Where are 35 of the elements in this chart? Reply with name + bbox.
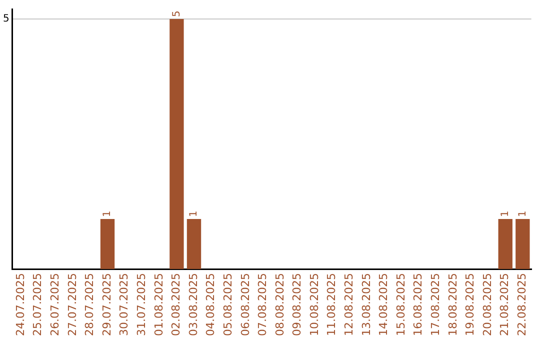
x-tick-label: 04.08.2025 (204, 273, 218, 336)
x-tick-label: 08.08.2025 (273, 273, 286, 336)
x-tick-label: 17.08.2025 (429, 273, 442, 336)
x-tick-label: 06.08.2025 (238, 273, 252, 336)
data-label: 1 (517, 210, 528, 218)
x-tick-label: 18.08.2025 (446, 273, 460, 336)
x-tick-label: 10.08.2025 (308, 273, 321, 336)
x-tick-label: 21.08.2025 (498, 273, 512, 336)
data-label: 5 (171, 10, 182, 17)
x-tick-label: 31.07.2025 (134, 273, 148, 336)
x-tick-label: 15.08.2025 (394, 273, 408, 336)
x-tick-label: 05.08.2025 (221, 273, 234, 336)
x-tick-label: 11.08.2025 (325, 273, 338, 336)
x-tick-label: 14.08.2025 (377, 273, 390, 336)
x-tick-label: 02.08.2025 (170, 273, 183, 336)
x-tick-label: 16.08.2025 (412, 273, 425, 336)
x-tick-label: 29.07.2025 (100, 273, 114, 336)
x-tick-label: 12.08.2025 (342, 273, 356, 336)
x-tick-label: 27.07.2025 (66, 273, 79, 336)
x-tick-label: 13.08.2025 (360, 273, 373, 336)
data-label: 1 (500, 210, 511, 218)
x-tick-label: 19.08.2025 (464, 273, 477, 336)
x-tick-label: 09.08.2025 (290, 273, 304, 336)
x-tick-label: 22.08.2025 (516, 273, 529, 336)
x-tick-label: 24.07.2025 (14, 273, 27, 336)
x-tick-label: 07.08.2025 (256, 273, 270, 336)
x-tick-label: 25.07.2025 (31, 273, 44, 336)
data-label: 1 (102, 210, 114, 218)
x-tick-label: 01.08.2025 (152, 273, 166, 336)
data-label: 1 (188, 210, 200, 218)
x-tick-label: 26.07.2025 (48, 273, 62, 336)
x-tick-label: 20.08.2025 (480, 273, 494, 336)
x-tick-label: 28.07.2025 (83, 273, 96, 336)
x-tick-label: 30.07.2025 (118, 273, 131, 336)
x-tick-label: 03.08.2025 (186, 273, 200, 336)
